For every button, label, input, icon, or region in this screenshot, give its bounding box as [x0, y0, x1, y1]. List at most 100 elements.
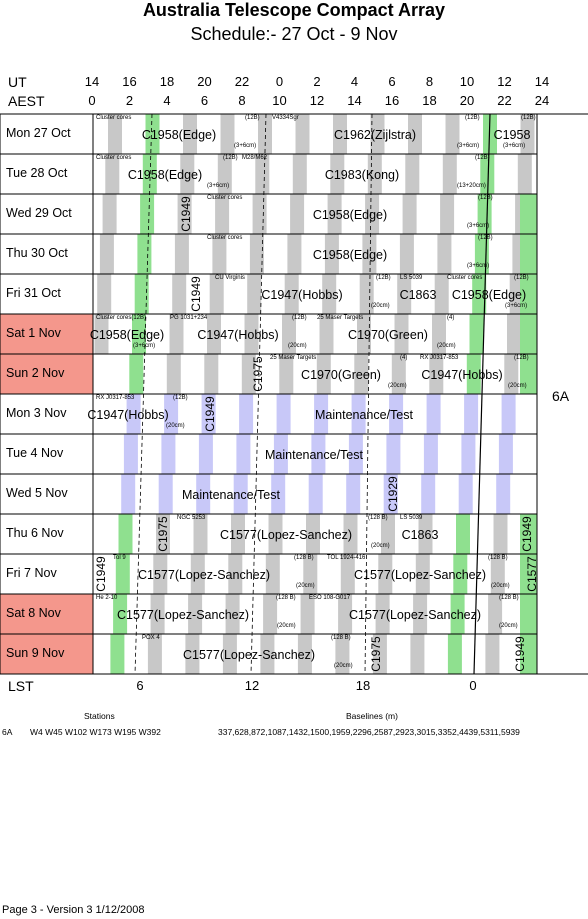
lst-stripe [177, 194, 192, 234]
lst-stripe [172, 274, 187, 314]
lst-stripe [456, 514, 470, 554]
ut-label: UT [8, 74, 27, 90]
schedule-block-label-vertical: C1949 [513, 636, 527, 672]
lst-stripe [520, 314, 537, 354]
schedule-note: (3+6cm) [234, 143, 257, 149]
lst-stripe [284, 274, 299, 314]
lst-stripe [115, 554, 130, 594]
lst-stripe [140, 194, 155, 234]
schedule-note: (3+6cm) [503, 143, 526, 149]
ut-tick: 4 [350, 74, 359, 89]
lst-stripe [520, 514, 537, 554]
lst-stripe [239, 394, 254, 434]
lst-stripe [193, 514, 208, 554]
lst-stripe [118, 514, 133, 554]
lst-stripe [408, 114, 422, 154]
lst-stripe [121, 474, 136, 514]
lst-stripe [423, 434, 438, 474]
lst-stripe [480, 154, 495, 194]
schedule-note: (12B) [478, 235, 493, 241]
schedule-note: POX 4 [142, 635, 160, 641]
schedule-note: (3+6cm) [467, 223, 490, 229]
aest-tick: 6 [200, 93, 209, 108]
lst-stripe [316, 354, 331, 394]
stations-config: 6A [2, 727, 13, 737]
lst-stripe [351, 394, 366, 434]
lst-stripe [440, 194, 455, 234]
lst-stripe [327, 194, 342, 234]
lst-stripe [378, 554, 393, 594]
lst-stripe [405, 154, 420, 194]
schedule-note: (12B) [475, 155, 490, 161]
lst-stripe [279, 354, 294, 394]
lst-stripe [472, 274, 487, 314]
schedule-block-label: C1958(Edge) [141, 128, 217, 142]
lst-stripe [498, 434, 513, 474]
lst-stripe [466, 354, 481, 394]
ut-tick: 20 [197, 74, 212, 89]
lst-stripe [156, 514, 170, 554]
lst-stripe [306, 514, 320, 554]
lst-stripe [174, 234, 189, 274]
schedule-block-label: C1970(Green) [301, 368, 381, 382]
lst-stripe [375, 594, 390, 634]
lst-stripe [520, 114, 535, 154]
lst-stripe [485, 634, 500, 674]
lst-stripe [335, 634, 350, 674]
baselines-label: Baselines (m) [346, 711, 398, 721]
schedule-note: Cluster cores [207, 195, 243, 201]
day-label: Tue 28 Oct [6, 166, 68, 180]
schedule-note: 25 Maser Targets [270, 355, 317, 361]
lst-stripe [183, 114, 197, 154]
schedule-block-label: C1863 [401, 528, 439, 542]
lst-stripe [196, 474, 211, 514]
schedule-note: (4) [400, 355, 408, 361]
schedule-note: (4) [447, 315, 455, 321]
lst-stripe [432, 314, 446, 354]
lst-stripe [330, 154, 345, 194]
lst-stripe [94, 314, 109, 354]
ut-tick: 8 [425, 74, 434, 89]
schedule-block-label: Maintenance/Test [315, 408, 413, 422]
schedule-note: (20cm) [491, 583, 510, 589]
weekend-cell [0, 594, 93, 634]
lst-stripe [386, 434, 401, 474]
lst-stripe [198, 434, 213, 474]
lst-guide-line [364, 113, 373, 675]
schedule-note: (20cm) [508, 383, 527, 389]
lst-stripe [123, 434, 138, 474]
lst-stripe [132, 314, 146, 354]
lst-stripe [129, 354, 144, 394]
lst-stripe [215, 194, 230, 234]
lst-stripe [147, 634, 162, 674]
lst-stripe [415, 554, 430, 594]
schedule-block-label-vertical: C1975 [156, 516, 170, 552]
schedule-block-label-vertical: C1577 [525, 556, 539, 592]
schedule-block-label: C1958(Edge) [312, 248, 388, 262]
lst-stripe [458, 474, 473, 514]
weekend-cell [0, 314, 93, 354]
day-label: Mon 27 Oct [6, 126, 71, 140]
lst-stripe [372, 634, 387, 674]
lst-label: LST [8, 678, 34, 694]
lst-stripe [276, 394, 291, 434]
schedule-note: (12B) [223, 155, 238, 161]
schedule-block-label-vertical: C1949 [203, 396, 217, 432]
lst-stripe [429, 354, 444, 394]
day-label: Fri 31 Oct [6, 286, 61, 300]
schedule-note: (12B) [376, 275, 391, 281]
lst-stripe [164, 394, 179, 434]
lst-stripe [252, 194, 267, 234]
lst-stripe [496, 474, 511, 514]
schedule-block-label-vertical: C1975 [369, 636, 383, 672]
lst-stripe [348, 434, 363, 474]
schedule-note: (13+20cm) [457, 183, 486, 189]
lst-stripe [402, 194, 417, 234]
lst-stripe [437, 234, 452, 274]
schedule-note: (20cm) [296, 583, 315, 589]
lst-stripe [442, 154, 457, 194]
aest-tick: 20 [459, 93, 475, 108]
day-label: Mon 3 Nov [6, 406, 67, 420]
lst-stripe [209, 274, 224, 314]
